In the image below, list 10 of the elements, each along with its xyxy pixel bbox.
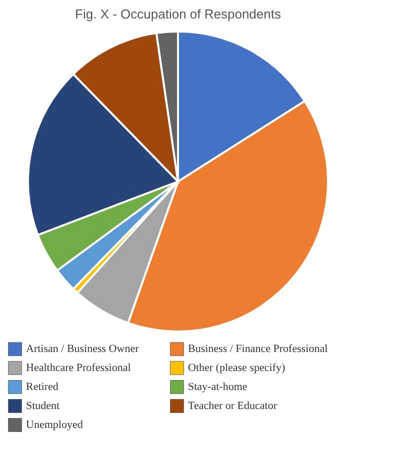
legend-label: Student	[26, 400, 60, 412]
legend-label: Retired	[26, 381, 59, 393]
legend-label: Artisan / Business Owner	[26, 343, 140, 356]
legend-label: Other (please specify)	[188, 362, 286, 374]
legend-label: Teacher or Educator	[188, 400, 278, 412]
chart-title: Fig. X - Occupation of Respondents	[75, 6, 282, 22]
legend-label: Business / Finance Professional	[188, 343, 328, 356]
legend-label: Unemployed	[26, 419, 84, 431]
legend-label: Stay-at-home	[188, 381, 248, 393]
legend-label: Healthcare Professional	[26, 362, 131, 374]
